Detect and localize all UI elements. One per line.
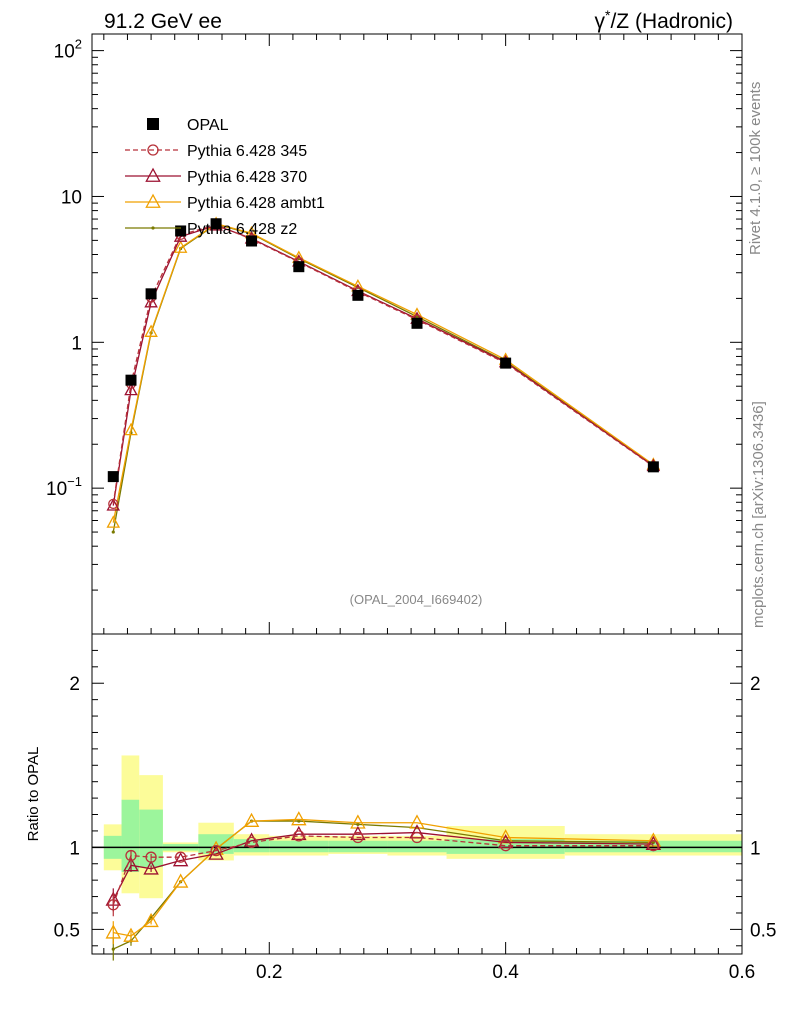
main-point-opal: [246, 235, 258, 247]
ratio-y-tick-label-right: 1: [750, 838, 761, 859]
main-point-pythia-6-428-z2: [111, 530, 115, 534]
main-point-opal: [411, 317, 423, 329]
ratio-point-pythia-6-428-ambt1: [123, 927, 139, 942]
ratio-point-pythia-6-428-345: [293, 830, 305, 842]
ratio-y-tick-label-right: 0.5: [750, 920, 776, 941]
mcplots-label: mcplots.cern.ch [arXiv:1306.3436]: [750, 401, 767, 628]
ratio-point-pythia-6-428-370: [143, 860, 159, 875]
ratio-point-pythia-6-428-ambt1: [291, 811, 307, 826]
ratio-point-pythia-6-428-ambt1: [105, 924, 122, 939]
process-title-star: *: [605, 7, 611, 23]
series-layer: [105, 216, 662, 961]
tick-base: 10: [46, 479, 67, 500]
energy-title: 91.2 GeV ee: [104, 10, 222, 33]
ratio-point-pythia-6-428-345: [499, 840, 512, 852]
main-y-tick-label: 102: [54, 37, 82, 63]
tick-base: 10: [54, 42, 75, 63]
ratio-point-pythia-6-428-ambt1: [143, 912, 159, 928]
legend-marker: [147, 144, 159, 156]
ratio-point-pythia-6-428-ambt1: [243, 812, 260, 827]
legend-label: Pythia 6.428 370: [187, 169, 307, 186]
main-point-pythia-6-428-ambt1: [144, 324, 158, 337]
band-inner-7: [328, 840, 388, 853]
legend-label: Pythia 6.428 ambt1: [187, 195, 325, 212]
legend-marker: [145, 193, 161, 208]
ratio-point-pythia-6-428-370: [645, 835, 662, 850]
ratio-point-pythia-6-428-ambt1: [172, 873, 189, 888]
band-inner-6: [269, 840, 329, 853]
rivet-label: Rivet 4.1.0, ≥ 100k events: [747, 82, 764, 255]
main-point-opal: [647, 461, 659, 473]
ratio-point-pythia-6-428-ambt1: [409, 814, 425, 829]
main-point-opal: [175, 225, 187, 237]
x-tick-label: 0.2: [256, 962, 282, 983]
ratio-point-pythia-6-428-345: [107, 899, 119, 911]
legend-marker: [145, 167, 161, 182]
x-tick-label: 0.6: [729, 962, 755, 983]
ratio-point-pythia-6-428-z2: [297, 819, 301, 823]
main-y-tick-label: 10: [61, 187, 82, 208]
ratio-y-tick-label: 1: [69, 838, 80, 859]
ratio-point-pythia-6-428-z2: [356, 822, 360, 826]
main-point-opal: [500, 357, 512, 369]
ratio-point-pythia-6-428-345: [174, 851, 187, 863]
main-point-opal: [352, 289, 364, 301]
main-point-pythia-6-428-ambt1: [173, 240, 188, 253]
ratio-point-pythia-6-428-z2: [111, 947, 115, 951]
main-point-opal: [125, 374, 137, 386]
main-point-pythia-6-428-370: [124, 382, 138, 396]
legend-marker: [151, 226, 155, 230]
legend-marker-opal: [147, 118, 159, 130]
ratio-line-pythia-6-428-345: [112, 835, 654, 905]
ratio-point-pythia-6-428-z2: [651, 840, 655, 845]
ratio-y-tick-label: 2: [69, 674, 80, 695]
main-y-tick-label: 10−1: [46, 474, 82, 500]
ratio-point-pythia-6-428-370: [208, 845, 224, 860]
ratio-point-pythia-6-428-345: [411, 831, 423, 844]
tick-base: 1: [71, 333, 82, 354]
analysis-id: (OPAL_2004_I669402): [350, 592, 483, 607]
ratio-point-pythia-6-428-345: [352, 831, 364, 844]
tick-base: 10: [61, 187, 82, 208]
tick-exponent: 2: [75, 37, 82, 52]
legend-label: Pythia 6.428 z2: [187, 221, 297, 238]
axis-ticks: [92, 34, 743, 954]
ratio-point-pythia-6-428-370: [291, 825, 307, 841]
ratio-point-pythia-6-428-345: [245, 836, 258, 849]
ratio-point-pythia-6-428-370: [243, 832, 260, 847]
main-point-pythia-6-428-ambt1: [124, 422, 138, 436]
main-point-opal: [293, 261, 305, 273]
ratio-line-pythia-6-428-370: [112, 831, 654, 901]
ratio-y-axis-label: Ratio to OPAL: [25, 747, 42, 842]
ratio-point-pythia-6-428-370: [172, 852, 189, 867]
main-point-opal: [210, 218, 222, 230]
legend-label: OPAL: [187, 117, 229, 134]
main-point-opal: [107, 471, 119, 483]
main-point-opal: [145, 288, 157, 300]
ratio-y-tick-label: 0.5: [54, 920, 80, 941]
ratio-plot-frame: [91, 633, 743, 955]
legend-label: Pythia 6.428 345: [187, 143, 307, 160]
process-title: γ*/Z (Hadronic): [595, 7, 733, 33]
band-inner-8: [387, 840, 447, 853]
ratio-point-pythia-6-428-345: [647, 840, 660, 852]
process-title-rest: /Z (Hadronic): [610, 10, 733, 33]
x-tick-label: 0.4: [492, 962, 519, 983]
main-y-tick-label: 1: [71, 333, 82, 354]
main-point-pythia-6-428-ambt1: [106, 515, 121, 528]
main-point-pythia-6-428-345: [108, 498, 119, 510]
ratio-y-tick-label-right: 2: [750, 674, 761, 695]
process-title-gamma: γ: [595, 10, 606, 33]
ratio-point-pythia-6-428-345: [210, 844, 222, 857]
ratio-point-pythia-6-428-345: [145, 851, 157, 863]
ratio-point-pythia-6-428-345: [125, 849, 137, 862]
tick-exponent: −1: [67, 474, 82, 489]
legend: OPAL Pythia 6.428 345 Pythia 6.428 370 Pyth…: [125, 117, 325, 238]
band-inner-2: [139, 809, 163, 868]
main-point-pythia-6-428-370: [106, 498, 121, 511]
